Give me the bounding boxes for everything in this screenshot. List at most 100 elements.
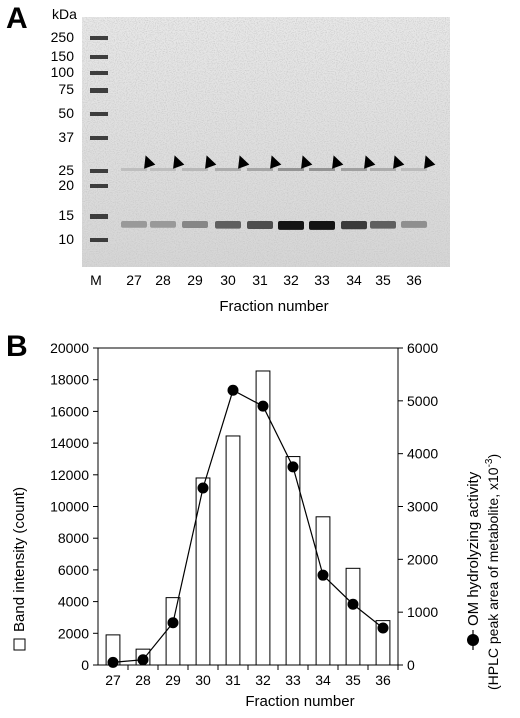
lane-label: 32 bbox=[283, 272, 299, 288]
lane-label: 35 bbox=[375, 272, 391, 288]
x-tick-label: 36 bbox=[375, 672, 391, 688]
left-y-axis-title: Band intensity (count) bbox=[11, 487, 28, 632]
activity-point bbox=[257, 400, 269, 412]
protein-band-13kda bbox=[182, 221, 208, 229]
protein-band-13kda bbox=[309, 221, 335, 230]
lane-label: 29 bbox=[187, 272, 203, 288]
line-legend-dot bbox=[467, 634, 479, 646]
x-tick-label: 27 bbox=[105, 672, 121, 688]
left-tick-label: 10000 bbox=[50, 499, 89, 515]
activity-point bbox=[167, 617, 179, 629]
bar-series bbox=[105, 370, 391, 666]
panel-b-label: B bbox=[6, 330, 28, 363]
lane-label: 36 bbox=[406, 272, 422, 288]
marker-weight-label: 50 bbox=[58, 105, 74, 121]
marker-band bbox=[90, 169, 108, 173]
marker-band bbox=[90, 36, 108, 40]
marker-band bbox=[90, 136, 108, 140]
protein-band-26kda bbox=[150, 168, 176, 171]
arrowhead-icon bbox=[301, 155, 313, 169]
x-ticks: 27 28 29 30 31 32 33 34 35 36 bbox=[105, 665, 399, 688]
intensity-bar bbox=[315, 516, 331, 666]
bar-legend-symbol bbox=[13, 638, 26, 651]
marker-weight-label: 75 bbox=[58, 81, 74, 97]
activity-point bbox=[227, 384, 239, 396]
marker-weight-label: 150 bbox=[50, 48, 74, 64]
marker-band bbox=[90, 214, 108, 219]
protein-band-13kda bbox=[341, 221, 367, 230]
intensity-bar bbox=[255, 370, 271, 666]
left-tick-label: 0 bbox=[81, 657, 89, 673]
arrowhead-icon bbox=[270, 155, 282, 169]
right-y-ticks: 0 1000 2000 3000 4000 5000 6000 bbox=[398, 340, 438, 673]
intensity-bar bbox=[195, 477, 211, 666]
arrowhead-icon bbox=[364, 155, 376, 169]
left-tick-label: 4000 bbox=[58, 594, 89, 610]
arrowhead-icon bbox=[424, 155, 436, 169]
right-tick-label: 0 bbox=[407, 657, 415, 673]
x-tick-label: 31 bbox=[225, 672, 241, 688]
left-tick-label: 2000 bbox=[58, 625, 89, 641]
gel-panel: A kDa 250 150 100 75 50 37 25 20 15 10 M 27 28 29 30 3… bbox=[0, 0, 520, 320]
lane-label: 28 bbox=[155, 272, 171, 288]
line-points bbox=[107, 384, 389, 668]
protein-band-26kda bbox=[401, 168, 427, 171]
left-tick-label: 6000 bbox=[58, 562, 89, 578]
lane-label: 27 bbox=[126, 272, 142, 288]
marker-weight-label: 25 bbox=[58, 162, 74, 178]
protein-band-26kda bbox=[309, 168, 335, 171]
activity-point bbox=[347, 598, 359, 610]
marker-band bbox=[90, 55, 108, 59]
activity-point bbox=[317, 569, 329, 581]
arrowhead-icon bbox=[332, 155, 344, 169]
band-intensity-activity-chart: 0 2000 4000 6000 8000 10000 12000 14000 16000 180… bbox=[11, 340, 501, 710]
marker-lane bbox=[90, 36, 108, 242]
right-y-axis-title-line1: OM hydrolyzing activity bbox=[465, 471, 482, 626]
panel-a-label: A bbox=[6, 2, 28, 35]
gel-bands bbox=[121, 168, 427, 230]
protein-band-26kda bbox=[278, 168, 304, 171]
marker-band bbox=[90, 71, 108, 75]
left-tick-label: 18000 bbox=[50, 372, 89, 388]
marker-weight-label: 37 bbox=[58, 129, 74, 145]
marker-weight-label: 100 bbox=[50, 64, 74, 80]
arrowhead-icon bbox=[173, 155, 185, 169]
left-tick-label: 20000 bbox=[50, 340, 89, 356]
lane-label: 31 bbox=[252, 272, 268, 288]
protein-band-26kda bbox=[370, 168, 396, 171]
right-y-axis-title-group: OM hydrolyzing activity (HPLC peak area … bbox=[465, 454, 501, 690]
lane-label: 33 bbox=[314, 272, 330, 288]
x-tick-label: 35 bbox=[345, 672, 361, 688]
sds-page-gel-image bbox=[82, 17, 450, 267]
protein-band-26kda bbox=[341, 168, 367, 171]
marker-weight-label: 10 bbox=[58, 231, 74, 247]
marker-band bbox=[90, 88, 108, 93]
left-tick-label: 8000 bbox=[58, 530, 89, 546]
activity-point bbox=[107, 656, 119, 668]
band-arrowheads bbox=[144, 155, 436, 169]
arrowhead-icon bbox=[393, 155, 405, 169]
protein-band-13kda bbox=[401, 221, 427, 228]
protein-band-13kda bbox=[247, 221, 273, 229]
right-tick-label: 5000 bbox=[407, 393, 438, 409]
protein-band-26kda bbox=[215, 168, 241, 171]
arrowhead-icon bbox=[205, 155, 217, 169]
x-tick-label: 28 bbox=[135, 672, 151, 688]
gel-x-axis-title: Fraction number bbox=[219, 298, 329, 315]
left-tick-label: 12000 bbox=[50, 467, 89, 483]
protein-band-13kda bbox=[215, 221, 241, 229]
intensity-bar bbox=[345, 567, 361, 666]
arrowhead-icon bbox=[144, 155, 156, 169]
x-tick-label: 30 bbox=[195, 672, 211, 688]
left-tick-label: 16000 bbox=[50, 403, 89, 419]
right-tick-label: 3000 bbox=[407, 499, 438, 515]
marker-weight-label: 250 bbox=[50, 29, 74, 45]
left-y-ticks: 0 2000 4000 6000 8000 10000 12000 14000 16000 180… bbox=[50, 340, 98, 673]
lane-label: 30 bbox=[220, 272, 236, 288]
activity-line bbox=[112, 389, 384, 663]
right-tick-label: 2000 bbox=[407, 551, 438, 567]
left-tick-label: 14000 bbox=[50, 435, 89, 451]
protein-band-26kda bbox=[247, 168, 273, 171]
activity-point bbox=[287, 461, 299, 473]
x-tick-label: 32 bbox=[255, 672, 271, 688]
